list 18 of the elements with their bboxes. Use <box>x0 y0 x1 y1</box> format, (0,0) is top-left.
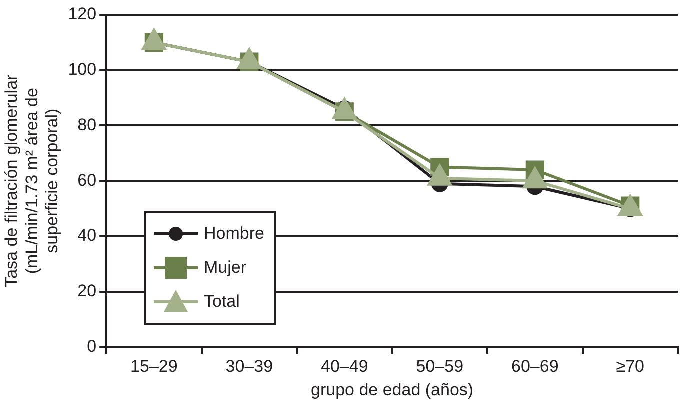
legend-label: Hombre <box>204 224 264 244</box>
y-tick-label: 80 <box>78 115 97 134</box>
y-tick-label: 120 <box>68 4 97 24</box>
x-tick-label: 30–39 <box>226 357 274 376</box>
x-tick-label: 60–69 <box>512 357 559 376</box>
x-axis-title: grupo de edad (años) <box>311 380 474 400</box>
x-tick-label: ≥70 <box>616 357 645 376</box>
y-tick-label: 20 <box>78 282 97 301</box>
legend-label: Total <box>204 292 240 312</box>
x-tick-label: 50–59 <box>416 357 464 376</box>
x-tick-label: 40–49 <box>321 357 368 376</box>
y-tick-label: 60 <box>78 170 97 190</box>
x-tick-label: 15–29 <box>130 357 178 376</box>
y-tick-label: 100 <box>68 60 97 80</box>
y-tick-label: 40 <box>78 226 97 246</box>
legend-label: Mujer <box>204 258 247 278</box>
y-tick-label: 0 <box>87 336 97 356</box>
y-axis-title: Tasa de filtración glomerular (mL/min/1.73 m² área de superficie corporal) <box>2 74 62 288</box>
